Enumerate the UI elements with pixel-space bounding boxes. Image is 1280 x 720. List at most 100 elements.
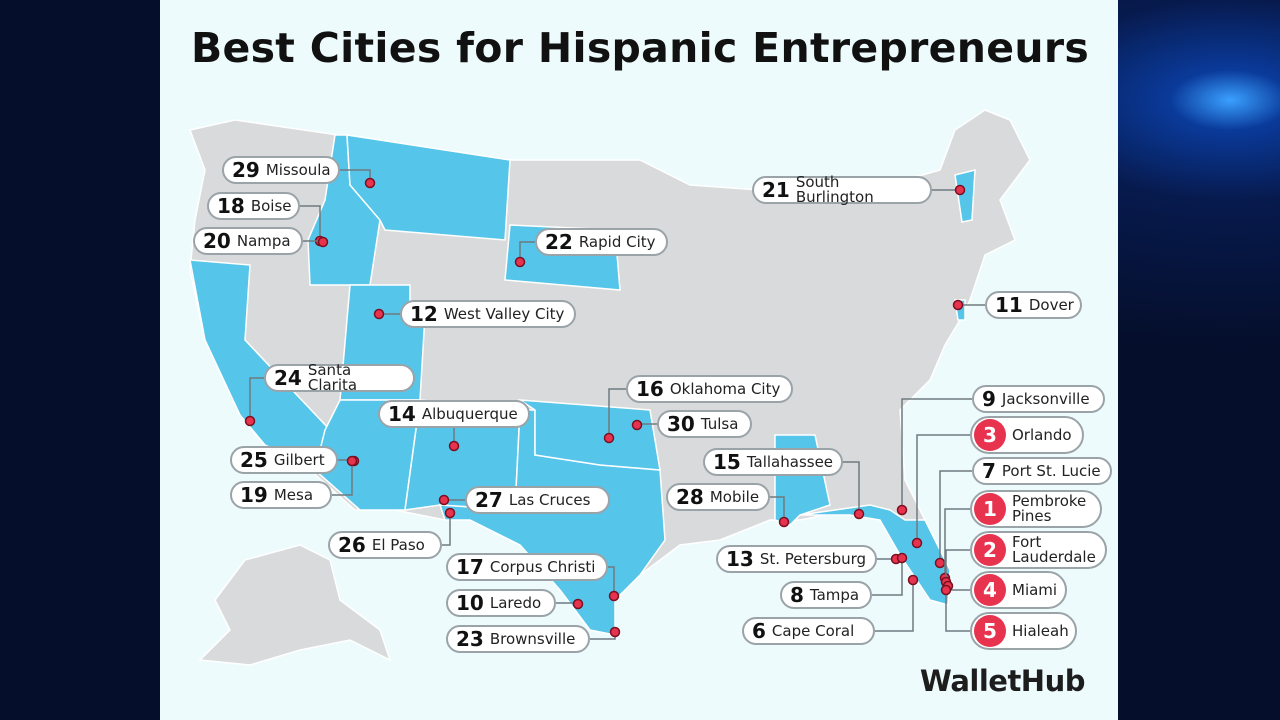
city-rank: 27 — [475, 488, 503, 512]
city-name: Fort Lauderdale — [1012, 533, 1096, 566]
city-dot — [896, 504, 908, 516]
connector — [875, 580, 914, 632]
city-rank: 6 — [752, 619, 766, 643]
city-dot — [907, 574, 919, 586]
city-label: 30 Tulsa — [657, 410, 752, 438]
city-label: 6 Cape Coral — [742, 617, 875, 645]
city-dot — [940, 584, 952, 596]
city-name: Brownsville — [489, 629, 576, 648]
city-label: 7 Port St. Lucie — [972, 457, 1112, 485]
city-name: Mesa — [273, 485, 314, 504]
city-name: Pembroke Pines — [1012, 492, 1087, 525]
city-label: 9 Jacksonville — [972, 385, 1105, 413]
brand-logo: WalletHub — [919, 664, 1086, 698]
connector — [939, 470, 972, 563]
city-rank: 11 — [995, 293, 1023, 317]
city-rank: 19 — [240, 483, 268, 507]
state — [517, 399, 661, 471]
city-name: South Burlington — [795, 173, 874, 206]
city-name: Hialeah — [1012, 621, 1069, 640]
city-name: Laredo — [489, 593, 542, 612]
city-dot — [572, 598, 584, 610]
city-name: Corpus Christi — [489, 557, 596, 576]
city-name: Rapid City — [578, 232, 656, 251]
city-rank: 8 — [790, 583, 804, 607]
city-name: Nampa — [236, 231, 291, 250]
city-dot — [438, 494, 450, 506]
city-dot — [448, 440, 460, 452]
connectors — [244, 169, 985, 640]
city-rank: 2 — [974, 534, 1006, 566]
city-rank: 7 — [982, 459, 996, 483]
city-label: 18 Boise — [207, 192, 300, 220]
city-rank: 13 — [726, 547, 754, 571]
city-label: 15 Tallahassee — [703, 448, 843, 476]
city-name: Orlando — [1012, 425, 1072, 444]
city-name: Tulsa — [700, 414, 739, 433]
connector — [332, 461, 353, 496]
city-rank: 5 — [974, 615, 1006, 647]
city-label: 17 Corpus Christi — [446, 553, 608, 581]
city-label: 2 Fort Lauderdale — [970, 531, 1107, 569]
city-name: Dover — [1028, 295, 1074, 314]
city-dot — [608, 590, 620, 602]
city-dot — [603, 432, 615, 444]
city-label: 23 Brownsville — [446, 625, 590, 653]
city-name: Oklahoma City — [669, 379, 781, 398]
city-name: Boise — [250, 196, 292, 215]
connector — [945, 549, 970, 582]
city-name: West Valley City — [443, 304, 565, 323]
city-dot — [911, 537, 923, 549]
city-dot — [609, 626, 621, 638]
city-name: Albuquerque — [421, 404, 518, 423]
city-name: Cape Coral — [771, 621, 855, 640]
city-label: 28 Mobile — [666, 483, 770, 511]
city-rank: 28 — [676, 485, 704, 509]
city-label: 29 Missoula — [222, 156, 340, 184]
city-label: 24 Santa Clarita — [264, 361, 415, 394]
city-label: 4 Miami — [970, 571, 1067, 609]
connector — [901, 398, 972, 510]
city-rank: 18 — [217, 194, 245, 218]
city-label: 20 Nampa — [193, 227, 303, 255]
city-name: Santa Clarita — [307, 361, 358, 394]
city-rank: 4 — [974, 574, 1006, 606]
connector — [770, 496, 785, 522]
city-name: Tampa — [809, 585, 860, 604]
city-rank: 25 — [240, 448, 268, 472]
city-dot — [952, 299, 964, 311]
city-name: Las Cruces — [508, 490, 591, 509]
city-rank: 16 — [636, 377, 664, 401]
city-rank: 21 — [762, 178, 790, 202]
city-label: 3 Orlando — [970, 416, 1084, 454]
city-dot — [514, 256, 526, 268]
city-label: 1 Pembroke Pines — [970, 490, 1102, 528]
city-rank: 17 — [456, 555, 484, 579]
city-name: St. Petersburg — [759, 549, 867, 568]
connector — [872, 558, 903, 596]
city-dot — [364, 177, 376, 189]
city-dot — [778, 516, 790, 528]
highlighted-states — [189, 134, 976, 636]
city-label: 19 Mesa — [230, 481, 332, 509]
city-rank: 24 — [274, 366, 302, 390]
connector — [519, 241, 535, 262]
city-label: 27 Las Cruces — [465, 486, 610, 514]
connector — [249, 377, 264, 421]
city-dot — [896, 552, 908, 564]
city-name: Port St. Lucie — [1001, 461, 1101, 480]
city-rank: 14 — [388, 402, 416, 426]
city-label: 26 El Paso — [328, 531, 442, 559]
connector — [944, 508, 970, 578]
city-rank: 30 — [667, 412, 695, 436]
city-rank: 26 — [338, 533, 366, 557]
city-label: 21 South Burlington — [752, 173, 932, 206]
city-rank: 3 — [974, 419, 1006, 451]
connector — [442, 513, 451, 546]
city-name: Mobile — [709, 487, 760, 506]
city-rank: 10 — [456, 591, 484, 615]
city-label: 14 Albuquerque — [378, 400, 530, 428]
city-label: 5 Hialeah — [970, 612, 1077, 650]
city-rank: 22 — [545, 230, 573, 254]
